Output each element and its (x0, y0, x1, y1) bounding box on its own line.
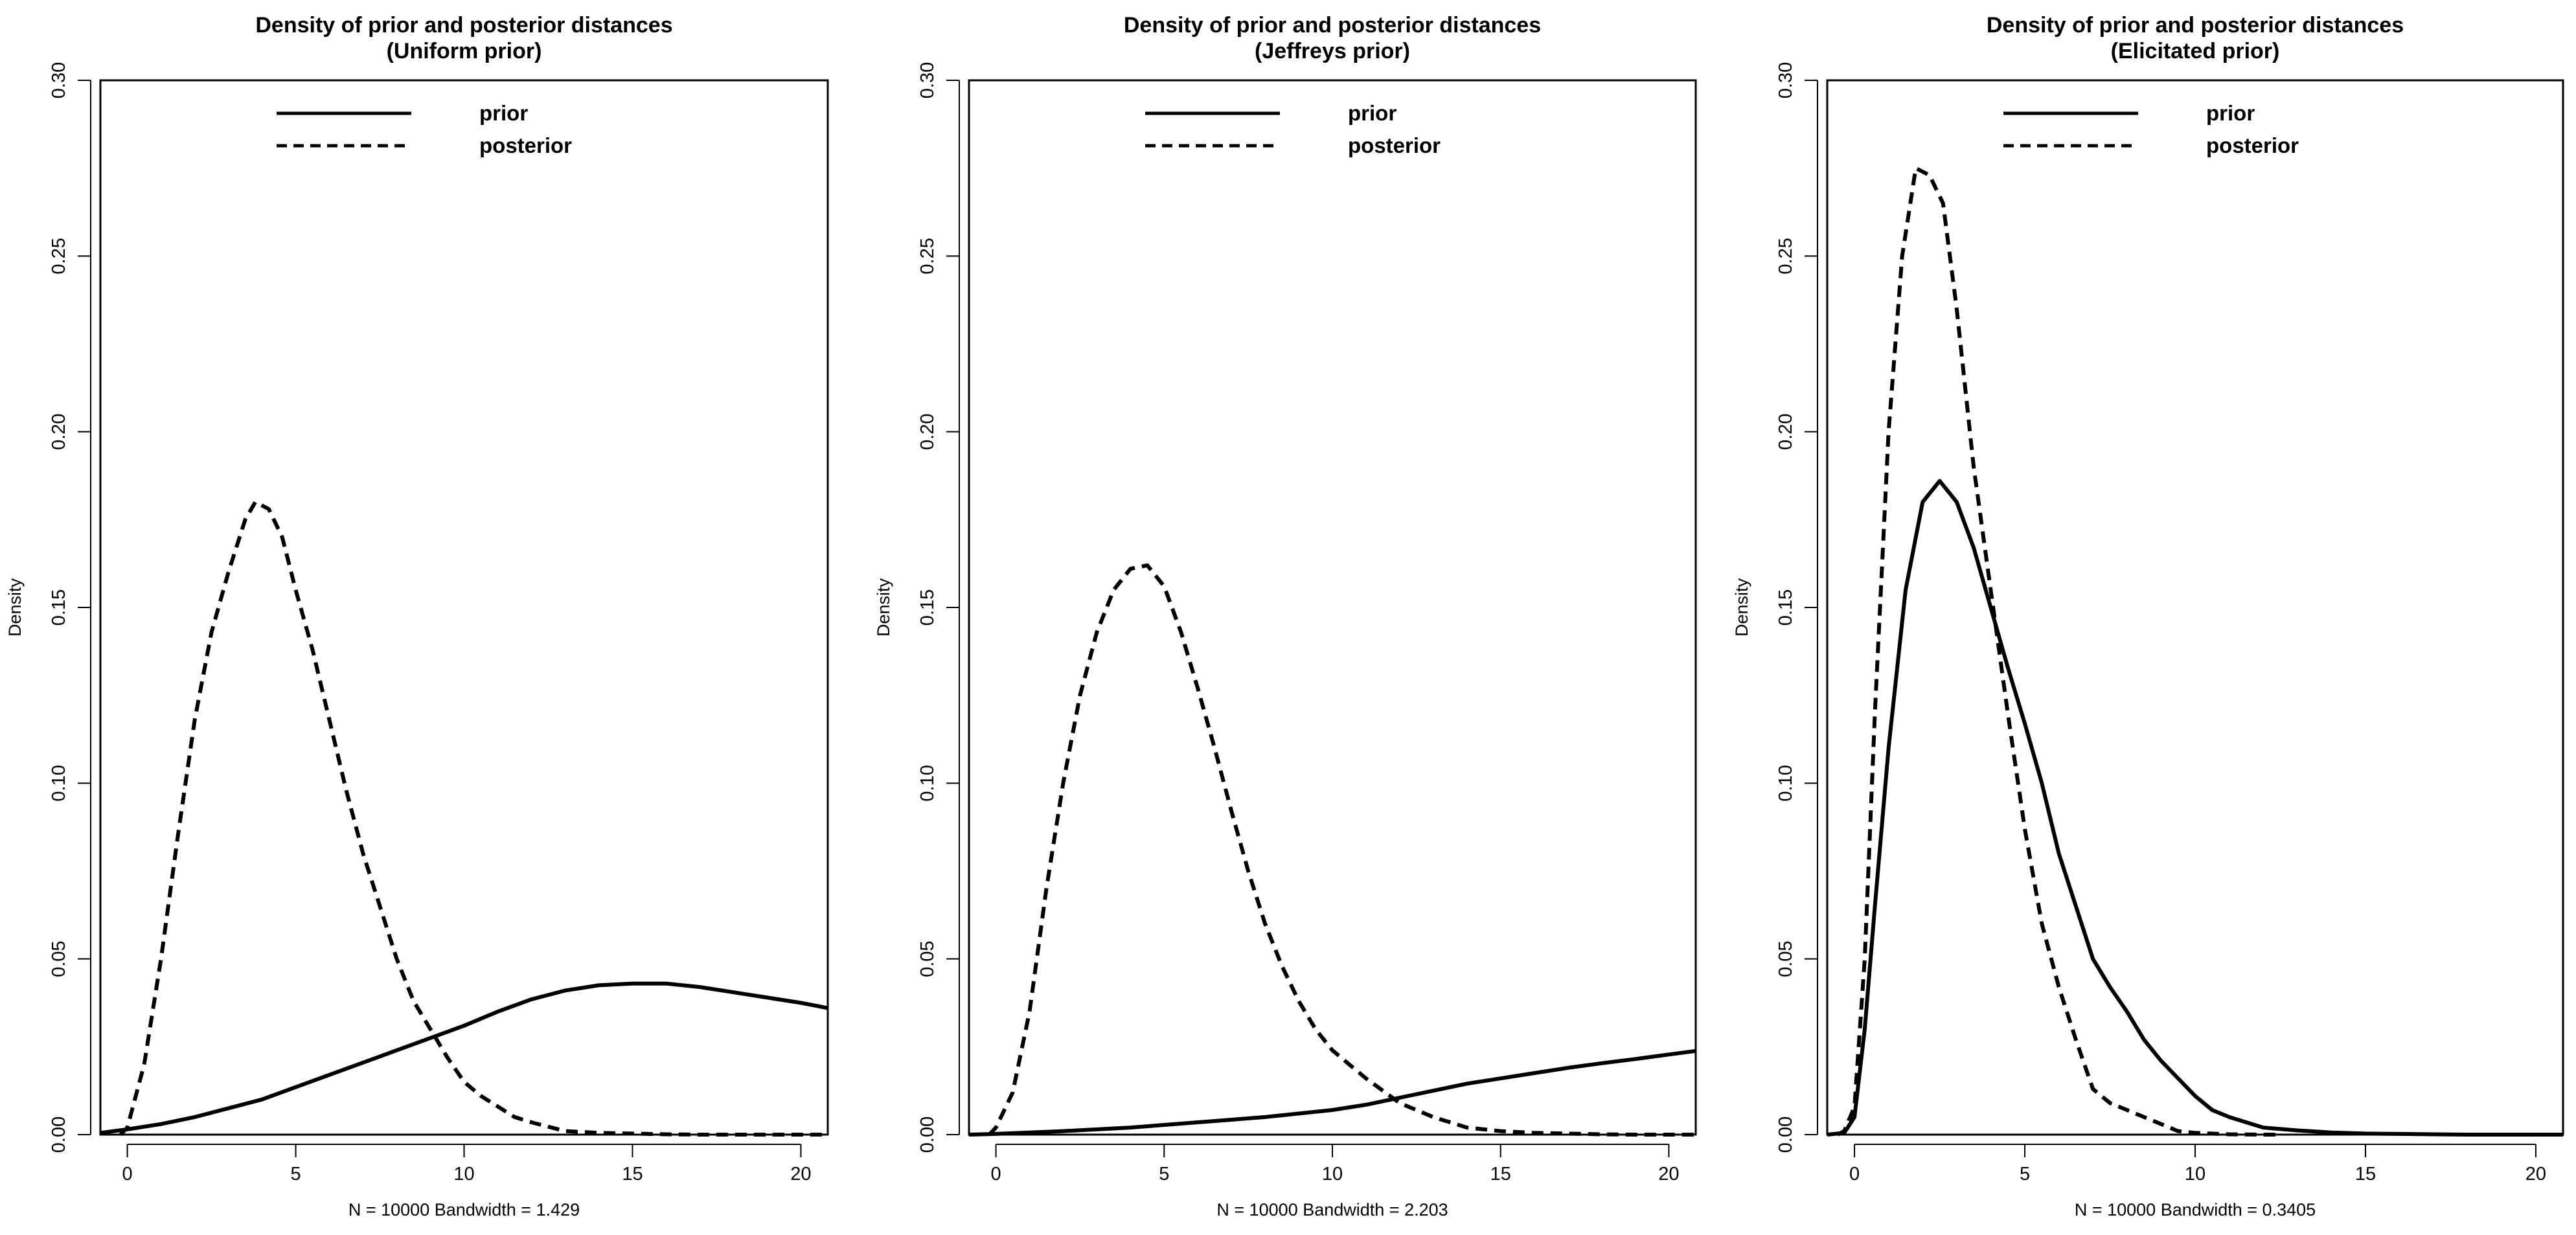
chart-panel-1: Density of prior and posterior distances… (5, 13, 829, 1219)
y-tick-label: 0.25 (49, 238, 69, 274)
y-tick-label: 0.15 (49, 589, 69, 626)
chart-panel-3: Density of prior and posterior distances… (1732, 13, 2564, 1219)
chart-panel-2: Density of prior and posterior distances… (874, 13, 1697, 1219)
chart-title: Density of prior and posterior distances (1987, 13, 2404, 38)
x-tick-label: 10 (1322, 1164, 1343, 1184)
legend-label-posterior: posterior (2206, 133, 2299, 157)
x-tick-label: 5 (2020, 1164, 2030, 1184)
chart-subtitle: (Elicitated prior) (2111, 39, 2280, 63)
x-tick-label: 0 (122, 1164, 133, 1184)
series-line-posterior (1836, 166, 2277, 1137)
y-tick-label: 0.00 (1775, 1116, 1796, 1153)
x-axis-label: N = 10000 Bandwidth = 1.429 (348, 1200, 580, 1219)
y-tick-label: 0.00 (917, 1116, 938, 1153)
series-line-prior (968, 1048, 1696, 1137)
x-tick-label: 5 (290, 1164, 301, 1184)
plot-frame (968, 79, 1697, 1136)
y-tick-label: 0.10 (917, 765, 938, 801)
x-tick-label: 20 (1658, 1164, 1679, 1184)
series-line-posterior (119, 500, 828, 1137)
y-tick-label: 0.10 (1775, 765, 1796, 801)
series-line-prior (1827, 479, 2563, 1137)
x-tick-label: 15 (1490, 1164, 1511, 1184)
chart-title: Density of prior and posterior distances (1124, 13, 1541, 38)
chart-subtitle: (Jeffreys prior) (1255, 39, 1410, 63)
y-tick-label: 0.30 (49, 62, 69, 98)
x-tick-label: 20 (2525, 1164, 2546, 1184)
y-tick-label: 0.05 (917, 940, 938, 977)
chart-title: Density of prior and posterior distances (255, 13, 672, 38)
y-tick-label: 0.30 (917, 62, 938, 98)
y-tick-label: 0.20 (1775, 413, 1796, 449)
legend-label-prior: prior (1348, 101, 1396, 125)
x-axis-label: N = 10000 Bandwidth = 2.203 (1216, 1200, 1448, 1219)
y-axis-label: Density (874, 578, 893, 637)
legend-label-posterior: posterior (1348, 133, 1441, 157)
y-tick-label: 0.25 (1775, 238, 1796, 274)
plot-frame (1826, 79, 2564, 1136)
y-axis-label: Density (5, 578, 25, 637)
y-tick-label: 0.05 (49, 940, 69, 977)
legend-label-prior: prior (479, 101, 528, 125)
x-axis-label: N = 10000 Bandwidth = 0.3405 (2075, 1200, 2316, 1219)
y-tick-label: 0.20 (49, 413, 69, 449)
y-tick-label: 0.20 (917, 413, 938, 449)
series-line-prior (100, 981, 828, 1135)
y-tick-label: 0.00 (49, 1116, 69, 1153)
x-tick-label: 15 (2355, 1164, 2376, 1184)
x-tick-label: 0 (990, 1164, 1001, 1184)
x-tick-label: 10 (2185, 1164, 2206, 1184)
legend-label-prior: prior (2206, 101, 2255, 125)
x-tick-label: 10 (453, 1164, 474, 1184)
chart-subtitle: (Uniform prior) (387, 39, 542, 63)
y-axis-label: Density (1732, 578, 1751, 637)
y-tick-label: 0.25 (917, 238, 938, 274)
y-tick-label: 0.10 (49, 765, 69, 801)
series-line-posterior (988, 563, 1696, 1137)
x-tick-label: 0 (1849, 1164, 1860, 1184)
x-tick-label: 20 (790, 1164, 811, 1184)
y-tick-label: 0.05 (1775, 940, 1796, 977)
plot-frame (99, 79, 829, 1136)
y-tick-label: 0.30 (1775, 62, 1796, 98)
x-tick-label: 15 (622, 1164, 643, 1184)
y-tick-label: 0.15 (1775, 589, 1796, 626)
legend-label-posterior: posterior (479, 133, 572, 157)
x-tick-label: 5 (1159, 1164, 1169, 1184)
y-tick-label: 0.15 (917, 589, 938, 626)
